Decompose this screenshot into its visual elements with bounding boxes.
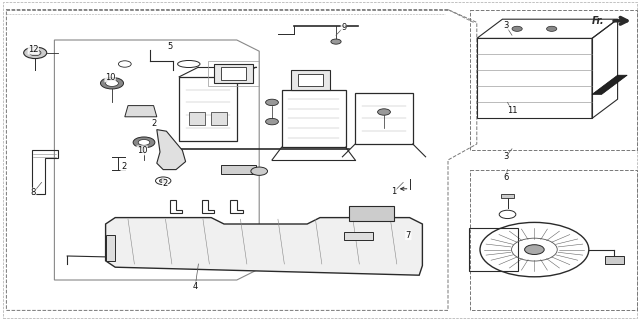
Text: 2: 2 [163, 179, 168, 188]
Circle shape [159, 179, 167, 183]
Bar [208, 61, 259, 86]
Bar [189, 112, 205, 125]
Bar [501, 194, 514, 198]
Bar [221, 165, 256, 174]
Text: 1: 1 [391, 188, 396, 196]
Bar [605, 256, 624, 264]
Circle shape [331, 39, 341, 44]
Bar [106, 235, 115, 261]
Circle shape [547, 26, 557, 31]
Text: 5: 5 [167, 42, 172, 51]
Polygon shape [106, 218, 422, 275]
Text: 7: 7 [406, 231, 411, 240]
Text: 8: 8 [31, 188, 36, 197]
Polygon shape [592, 75, 627, 94]
Bar [214, 64, 253, 83]
Text: 6: 6 [503, 173, 508, 182]
Text: 11: 11 [507, 106, 517, 115]
Bar [211, 112, 227, 125]
Polygon shape [125, 106, 157, 117]
Circle shape [24, 47, 47, 59]
Text: 10: 10 [137, 146, 147, 155]
Bar [298, 74, 323, 86]
Bar [221, 67, 246, 80]
Bar [349, 206, 394, 221]
Polygon shape [157, 130, 186, 170]
Text: Fr.: Fr. [592, 16, 605, 26]
Text: 3: 3 [503, 21, 508, 30]
Bar [344, 232, 373, 240]
Text: 12: 12 [28, 45, 38, 54]
Bar [291, 70, 330, 90]
Circle shape [251, 167, 268, 175]
Circle shape [266, 118, 278, 125]
Circle shape [100, 77, 124, 89]
Text: 9: 9 [341, 23, 346, 32]
Circle shape [133, 137, 155, 148]
Circle shape [106, 80, 118, 86]
Circle shape [138, 140, 150, 145]
Text: 3: 3 [503, 152, 508, 161]
Circle shape [525, 245, 544, 254]
Text: 4: 4 [193, 282, 198, 291]
Circle shape [266, 99, 278, 106]
Text: 2: 2 [121, 162, 126, 171]
Circle shape [378, 109, 390, 115]
Circle shape [512, 26, 522, 31]
Text: 2: 2 [151, 119, 156, 128]
Text: 10: 10 [105, 73, 115, 82]
